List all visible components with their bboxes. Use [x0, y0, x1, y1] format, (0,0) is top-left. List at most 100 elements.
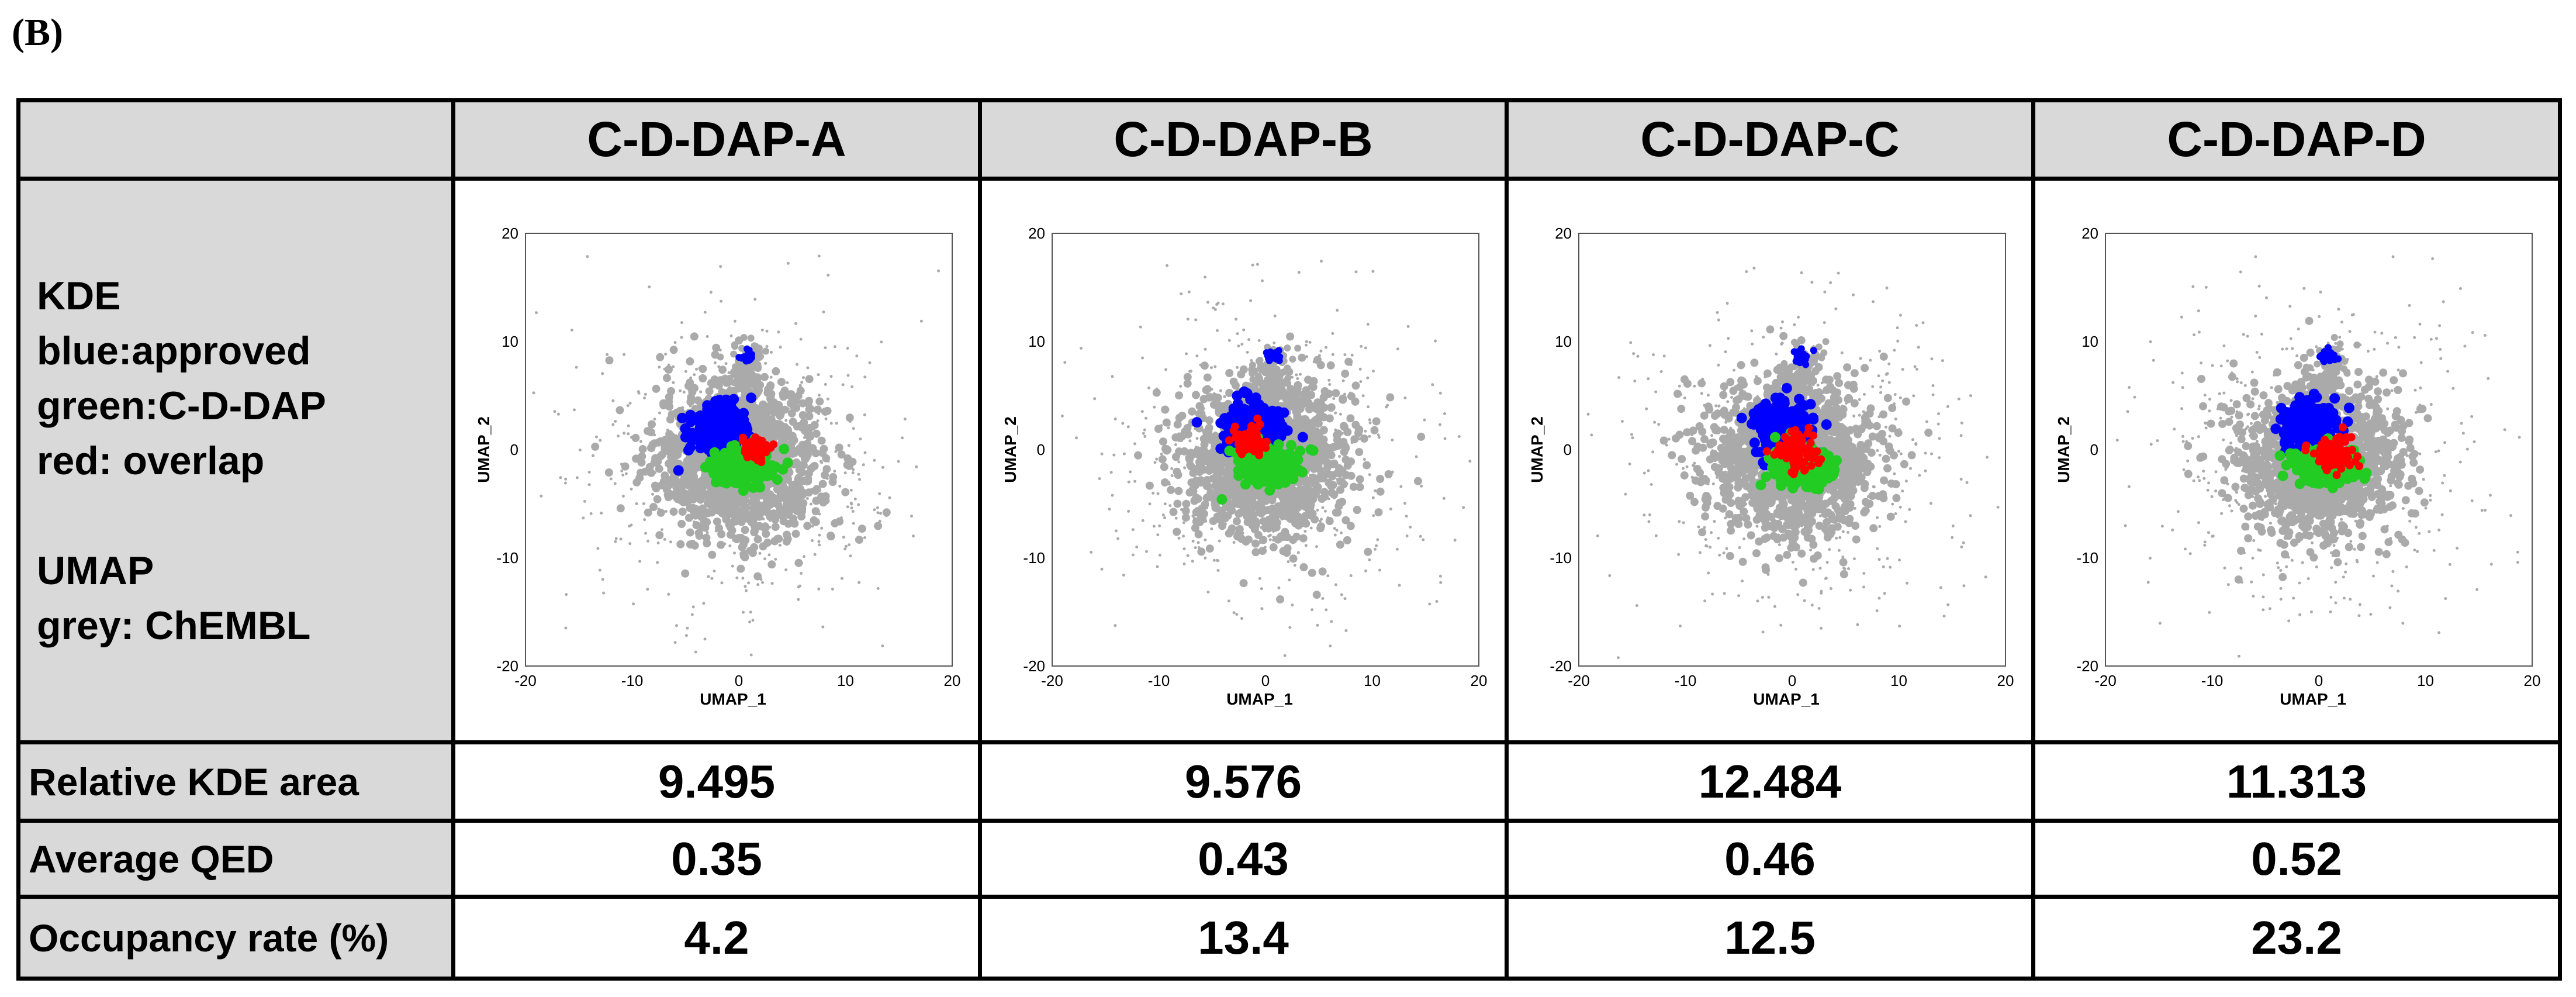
chembl-point [1163, 446, 1171, 455]
chembl-point [912, 534, 915, 538]
chembl-point [1298, 416, 1301, 420]
chembl-point [1284, 364, 1291, 372]
chembl-point [614, 420, 617, 423]
chembl-point [1378, 568, 1381, 572]
chembl-point [735, 576, 739, 579]
chembl-point [653, 471, 656, 474]
x-axis-label: UMAP_1 [700, 690, 766, 708]
chembl-point [852, 427, 855, 430]
chembl-point [1236, 508, 1245, 517]
chembl-point [735, 494, 739, 497]
chembl-point [1250, 526, 1253, 529]
chembl-point [846, 374, 850, 377]
chembl-point [1271, 391, 1274, 394]
chembl-point [698, 399, 701, 403]
chembl-point [1372, 514, 1375, 518]
chembl-point [1204, 538, 1207, 541]
approved-point [745, 351, 753, 358]
chembl-point [1144, 416, 1147, 420]
chembl-point [817, 373, 820, 377]
chembl-point [600, 511, 603, 515]
chembl-point [656, 451, 665, 460]
chembl-point [669, 453, 678, 462]
chembl-point [1178, 416, 1181, 419]
chembl-point [1197, 546, 1201, 549]
chembl-point [1258, 540, 1262, 544]
chembl-point [1259, 521, 1263, 525]
chembl-point [677, 436, 680, 440]
chembl-point [769, 375, 773, 379]
chembl-point [1292, 532, 1301, 541]
chembl-point [660, 439, 663, 442]
chembl-point [621, 473, 625, 477]
chembl-point [1129, 470, 1132, 474]
chembl-point [1332, 397, 1336, 401]
chembl-point [1347, 392, 1356, 401]
chembl-point [699, 390, 703, 394]
chembl-point [1258, 577, 1261, 580]
chembl-point [669, 540, 672, 544]
chembl-point [1318, 354, 1321, 357]
chembl-point [859, 437, 862, 441]
chembl-point [850, 506, 853, 510]
chembl-point [630, 523, 633, 527]
chembl-point [817, 436, 826, 445]
chembl-point [849, 488, 853, 492]
chembl-point [656, 353, 665, 361]
chembl-point [611, 423, 615, 426]
chembl-point [1356, 475, 1364, 484]
chembl-point [1195, 437, 1199, 440]
chembl-point [1367, 405, 1370, 409]
chembl-point [1324, 492, 1327, 496]
chembl-point [731, 387, 739, 394]
chembl-point [739, 385, 742, 388]
chembl-point [1192, 516, 1196, 520]
chembl-point [848, 420, 852, 423]
chembl-point [850, 385, 854, 388]
chembl-point [794, 475, 803, 484]
chembl-point [1333, 527, 1336, 530]
chembl-point [1155, 457, 1159, 461]
chembl-point [1158, 524, 1161, 527]
chembl-point [857, 581, 861, 584]
chembl-point [770, 582, 774, 585]
chembl-point [818, 479, 827, 488]
chembl-point [747, 581, 751, 585]
chembl-point [702, 602, 706, 605]
chembl-point [739, 552, 742, 555]
chembl-point [1185, 424, 1189, 427]
chembl-point [1278, 369, 1286, 377]
chembl-point [690, 515, 694, 518]
chembl-point [774, 534, 783, 543]
chembl-point [1417, 432, 1426, 441]
chembl-point [742, 610, 745, 614]
column-header: C-D-DAP-C [1505, 98, 2035, 181]
chembl-point [563, 481, 567, 485]
chembl-point [803, 522, 812, 530]
chembl-point [707, 508, 716, 517]
chembl-point [765, 329, 769, 333]
chembl-point [767, 492, 776, 501]
chembl-point [1100, 452, 1104, 456]
chembl-point [845, 413, 854, 422]
chembl-point [1268, 512, 1277, 521]
chembl-point [713, 518, 721, 526]
chembl-point [682, 391, 686, 394]
approved-point [677, 412, 688, 423]
chembl-point [1268, 398, 1276, 405]
chembl-point [1230, 470, 1233, 473]
chembl-point [1351, 381, 1360, 390]
chembl-point [919, 319, 923, 323]
chembl-point [847, 444, 850, 447]
chembl-point [1255, 513, 1258, 517]
chembl-point [1309, 526, 1313, 530]
chembl-point [1235, 318, 1237, 321]
chembl-point [556, 412, 560, 416]
chembl-point [1395, 547, 1399, 551]
chembl-point [668, 433, 676, 441]
chembl-point [653, 433, 656, 437]
chembl-point [1327, 497, 1330, 501]
chembl-point [777, 403, 781, 406]
chembl-point [876, 506, 879, 509]
chembl-point [1386, 403, 1389, 407]
